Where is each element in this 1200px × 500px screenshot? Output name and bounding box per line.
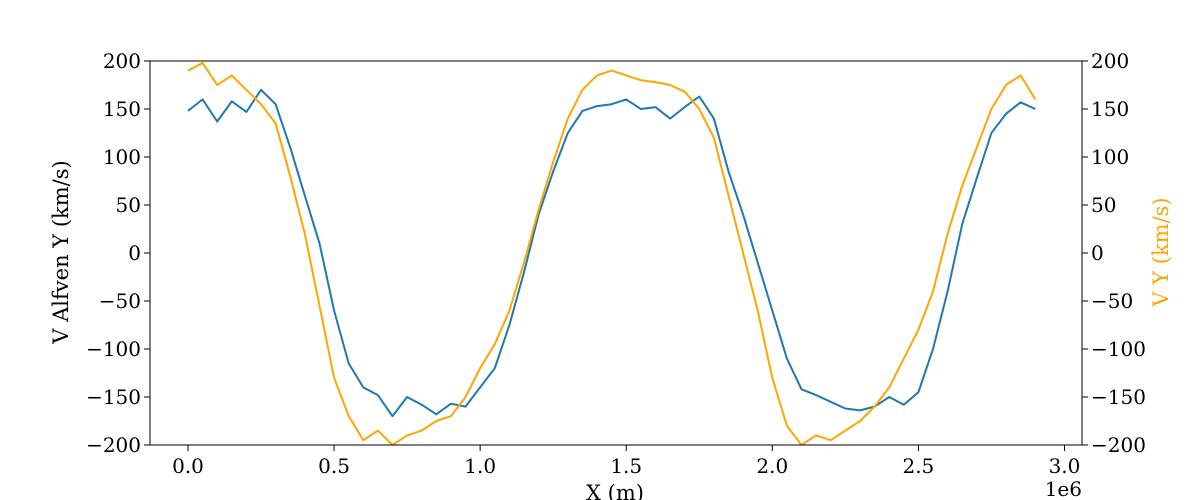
right-y-tick-label: 150 xyxy=(1091,97,1129,121)
left-y-tick-label: 50 xyxy=(116,193,141,217)
left-y-tick-label: 200 xyxy=(103,49,141,73)
left-y-tick-label: 0 xyxy=(128,241,141,265)
x-axis-label: X (m) xyxy=(586,481,644,500)
right-y-tick-label: 200 xyxy=(1091,49,1129,73)
right-y-tick-label: 50 xyxy=(1091,193,1116,217)
left-y-tick-label: −50 xyxy=(99,289,141,313)
right-y-tick-label: −50 xyxy=(1091,289,1133,313)
right-y-tick-label: −150 xyxy=(1091,385,1146,409)
x-tick-label: 1.0 xyxy=(464,454,496,478)
left-y-tick-label: −200 xyxy=(86,433,141,457)
x-tick-label: 2.5 xyxy=(902,454,934,478)
right-y-tick-label: −200 xyxy=(1091,433,1146,457)
x-tick-label: 0.5 xyxy=(318,454,350,478)
right-y-axis: 200 150 100 50 0 −50 −100 −150 −200 xyxy=(1082,49,1146,457)
right-y-tick-label: −100 xyxy=(1091,337,1146,361)
x-tick-label: 0.0 xyxy=(172,454,204,478)
left-y-tick-label: −150 xyxy=(86,385,141,409)
right-y-tick-label: 100 xyxy=(1091,145,1129,169)
left-y-axis-label: V Alfven Y (km/s) xyxy=(49,160,73,344)
right-y-tick-label: 0 xyxy=(1091,241,1104,265)
series-line-v-y xyxy=(187,61,1037,445)
right-y-axis-label: V Y (km/s) xyxy=(1149,197,1173,307)
x-offset-label: 1e6 xyxy=(1045,477,1082,500)
left-y-tick-label: −100 xyxy=(86,337,141,361)
series-line-v-alfven-y xyxy=(187,88,1036,418)
left-y-axis: 200 150 100 50 0 −50 −100 −150 −200 xyxy=(86,49,150,457)
plot-area xyxy=(149,60,1083,446)
left-y-tick-label: 100 xyxy=(103,145,141,169)
x-tick-label: 2.0 xyxy=(756,454,788,478)
left-y-tick-label: 150 xyxy=(103,97,141,121)
x-tick-label: 1.5 xyxy=(610,454,642,478)
x-tick-label: 3.0 xyxy=(1049,454,1081,478)
x-axis: 0.0 0.5 1.0 1.5 2.0 2.5 3.0 xyxy=(172,445,1080,478)
